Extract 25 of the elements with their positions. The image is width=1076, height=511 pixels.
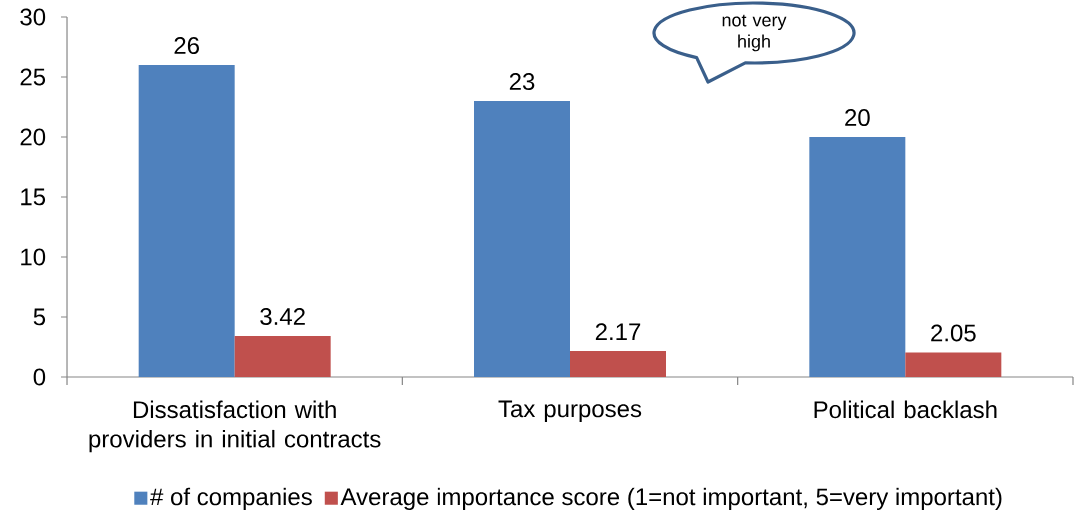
bar: [474, 101, 570, 377]
data-label: 2.17: [595, 323, 641, 341]
data-label: 23: [509, 73, 535, 91]
y-tick-label: 10: [21, 248, 46, 266]
y-tick-label: 30: [20, 8, 46, 26]
y-tick-label: 25: [20, 68, 46, 86]
y-tick-label: 15: [21, 188, 46, 206]
data-label: 20: [845, 109, 870, 127]
x-tick-label: Dissatisfaction with providers in initial contracts: [89, 400, 381, 453]
y-tick-label: 5: [33, 308, 46, 326]
x-tick-label: Tax purposes: [498, 400, 642, 423]
y-tick-label: 20: [20, 128, 46, 146]
legend-label: Average importance score (1=not important, 5=very important): [340, 487, 1002, 511]
bar: [905, 352, 1002, 377]
data-label: 3.42: [260, 308, 305, 326]
legend-label: # of companies: [150, 487, 312, 511]
x-tick-label: Political backlash: [814, 400, 997, 419]
bar: [809, 137, 906, 377]
bar: [234, 335, 331, 377]
y-tick-label: 0: [33, 368, 46, 386]
data-label: 26: [174, 37, 199, 55]
bar: [138, 65, 235, 377]
annotation: not very high: [722, 14, 787, 52]
bar: [570, 350, 666, 377]
data-label: 2.05: [931, 324, 976, 342]
